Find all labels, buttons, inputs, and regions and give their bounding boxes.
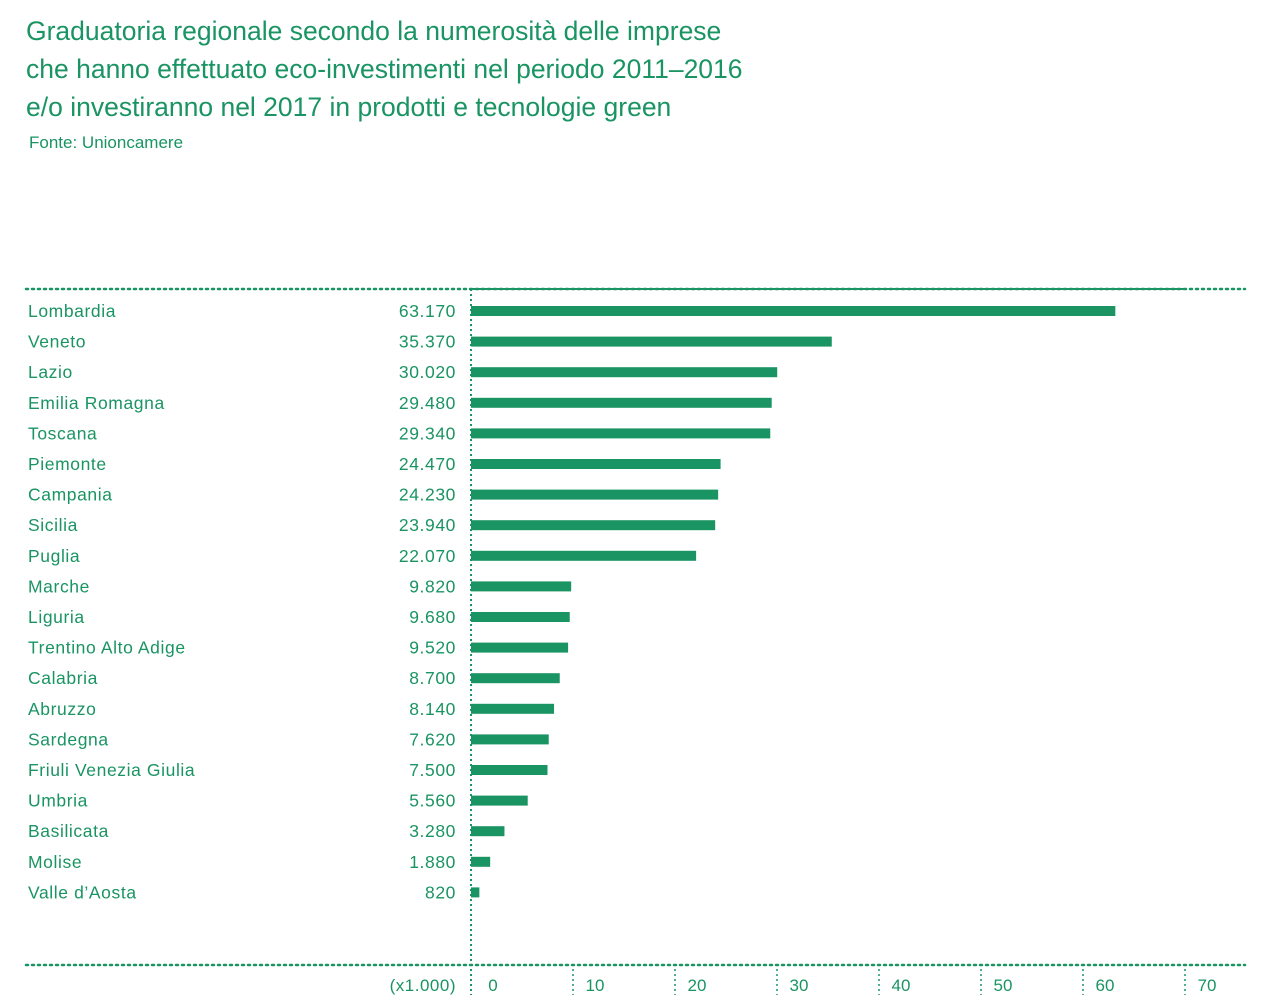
category-label: Umbria: [28, 791, 88, 811]
axis-layer: 0 10 20 30 40 50 60 70 (x1.000): [390, 969, 1217, 995]
chart-title-line-1: Graduatoria regionale secondo la numeros…: [26, 16, 722, 46]
bar: [471, 581, 572, 592]
chart-title-line-3: e/o investiranno nel 2017 in prodotti e …: [26, 92, 672, 122]
bar: [471, 489, 719, 500]
category-label: Molise: [28, 852, 82, 872]
chart-title: Graduatoria regionale secondo la numeros…: [26, 12, 1126, 126]
bar: [471, 612, 570, 622]
value-label: 24.470: [399, 454, 456, 474]
category-label: Lazio: [28, 362, 73, 382]
value-label: 29.480: [399, 393, 456, 413]
bar: [471, 336, 832, 347]
x-tick-label: 10: [586, 976, 605, 995]
grid-layer: [24, 287, 1247, 995]
value-label: 7.500: [409, 760, 456, 780]
x-tick-label: 0: [488, 976, 497, 995]
value-label: 35.370: [399, 332, 456, 352]
x-tick-label: 70: [1198, 976, 1217, 995]
category-label: Lombardia: [28, 301, 116, 321]
category-label: Liguria: [28, 607, 85, 627]
category-label: Abruzzo: [28, 699, 96, 719]
category-label: Toscana: [28, 423, 97, 443]
x-tick-label: 50: [994, 976, 1013, 995]
bar: [471, 887, 480, 898]
category-label: Emilia Romagna: [28, 393, 165, 413]
value-label: 3.280: [409, 821, 456, 841]
bar: [471, 856, 491, 867]
value-label: 24.230: [399, 485, 456, 505]
value-label: 22.070: [399, 546, 456, 566]
bars-layer: [471, 306, 1116, 898]
category-label: Puglia: [28, 546, 80, 566]
bar: [471, 397, 772, 408]
value-label: 9.520: [409, 638, 456, 658]
bar: [471, 673, 560, 684]
category-label: Calabria: [28, 668, 98, 688]
value-label: 820: [425, 882, 456, 902]
bar: [471, 367, 778, 378]
chart-source: Fonte: Unioncamere: [29, 133, 184, 152]
bar: [471, 734, 549, 745]
category-label: Sardegna: [28, 729, 109, 749]
category-label: Friuli Venezia Giulia: [28, 760, 195, 780]
value-label: 8.700: [409, 668, 456, 688]
bar: [471, 306, 1116, 316]
category-label: Sicilia: [28, 515, 78, 535]
labels-layer: Lombardia 63.170 Veneto 35.370 Lazio 30.020 Em…: [28, 301, 456, 902]
x-tick-label: 30: [790, 976, 809, 995]
category-label: Marche: [28, 576, 90, 596]
value-label: 1.880: [409, 852, 456, 872]
x-tick-label: 20: [688, 976, 707, 995]
category-label: Piemonte: [28, 454, 107, 474]
bar: [471, 550, 697, 561]
value-label: 5.560: [409, 791, 456, 811]
value-label: 9.820: [409, 576, 456, 596]
bar: [471, 703, 555, 714]
category-label: Veneto: [28, 332, 86, 352]
value-label: 7.620: [409, 729, 456, 749]
bar: [471, 765, 548, 775]
x-tick-label: 40: [892, 976, 911, 995]
bar: [471, 520, 716, 531]
bar: [471, 642, 569, 653]
value-label: 23.940: [399, 515, 456, 535]
value-label: 30.020: [399, 362, 456, 382]
category-label: Trentino Alto Adige: [28, 638, 186, 658]
bar: [471, 826, 505, 837]
bar: [471, 459, 721, 469]
x-unit-label: (x1.000): [390, 976, 456, 995]
category-label: Basilicata: [28, 821, 109, 841]
category-label: Campania: [28, 485, 113, 505]
chart-title-line-2: che hanno effettuato eco-investimenti ne…: [26, 54, 743, 84]
category-label: Valle d’Aosta: [28, 882, 137, 902]
value-label: 8.140: [409, 699, 456, 719]
bar: [471, 795, 528, 806]
value-label: 63.170: [399, 301, 456, 321]
value-label: 9.680: [409, 607, 456, 627]
value-label: 29.340: [399, 423, 456, 443]
bar: [471, 428, 771, 439]
x-tick-label: 60: [1096, 976, 1115, 995]
